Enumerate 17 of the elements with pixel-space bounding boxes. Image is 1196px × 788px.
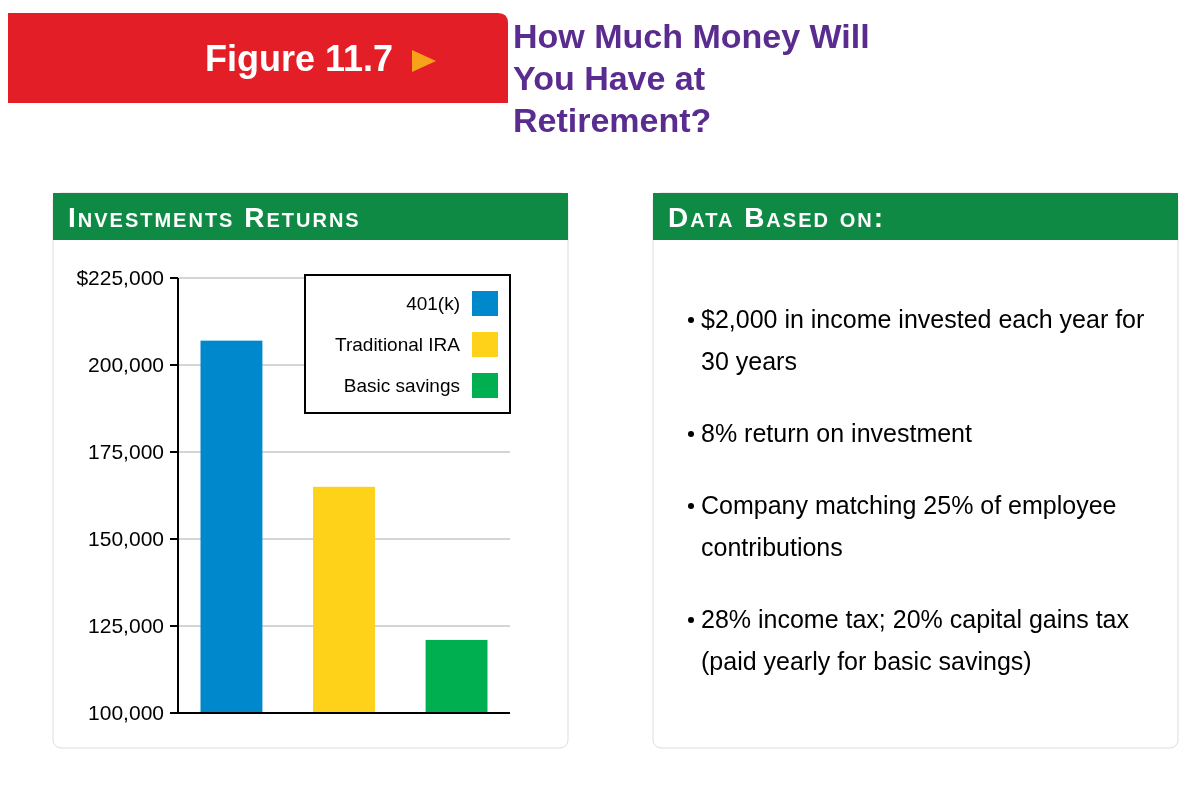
text: 28% income tax; 20% capital gains tax (paid yearly for basic savings) xyxy=(701,605,1130,675)
y-tick-label: 150,000 xyxy=(88,527,164,551)
y-tick-label: 100,000 xyxy=(88,701,164,725)
legend-label: Traditional IRA xyxy=(335,333,461,355)
text: Company matching 25% of employee contributions xyxy=(701,491,1117,561)
y-tick-label: $225,000 xyxy=(76,266,164,290)
y-tick-label: 125,000 xyxy=(88,614,164,638)
text: Data Based on: xyxy=(668,202,886,233)
text: How Much Money Will You Have at Retirement? xyxy=(513,17,870,139)
y-tick-label: 200,000 xyxy=(88,353,164,377)
legend-label: Basic savings xyxy=(343,374,460,396)
text: 8% return on investment xyxy=(701,419,973,447)
chart-subtitle: Investments Returns xyxy=(68,202,361,233)
y-tick-label: 175,000 xyxy=(88,440,164,464)
text: $2,000 in income invested each year for 30 years xyxy=(701,305,1145,375)
legend-label: 401(k) xyxy=(406,292,460,314)
caption: Figure 11.7 xyxy=(204,38,393,79)
